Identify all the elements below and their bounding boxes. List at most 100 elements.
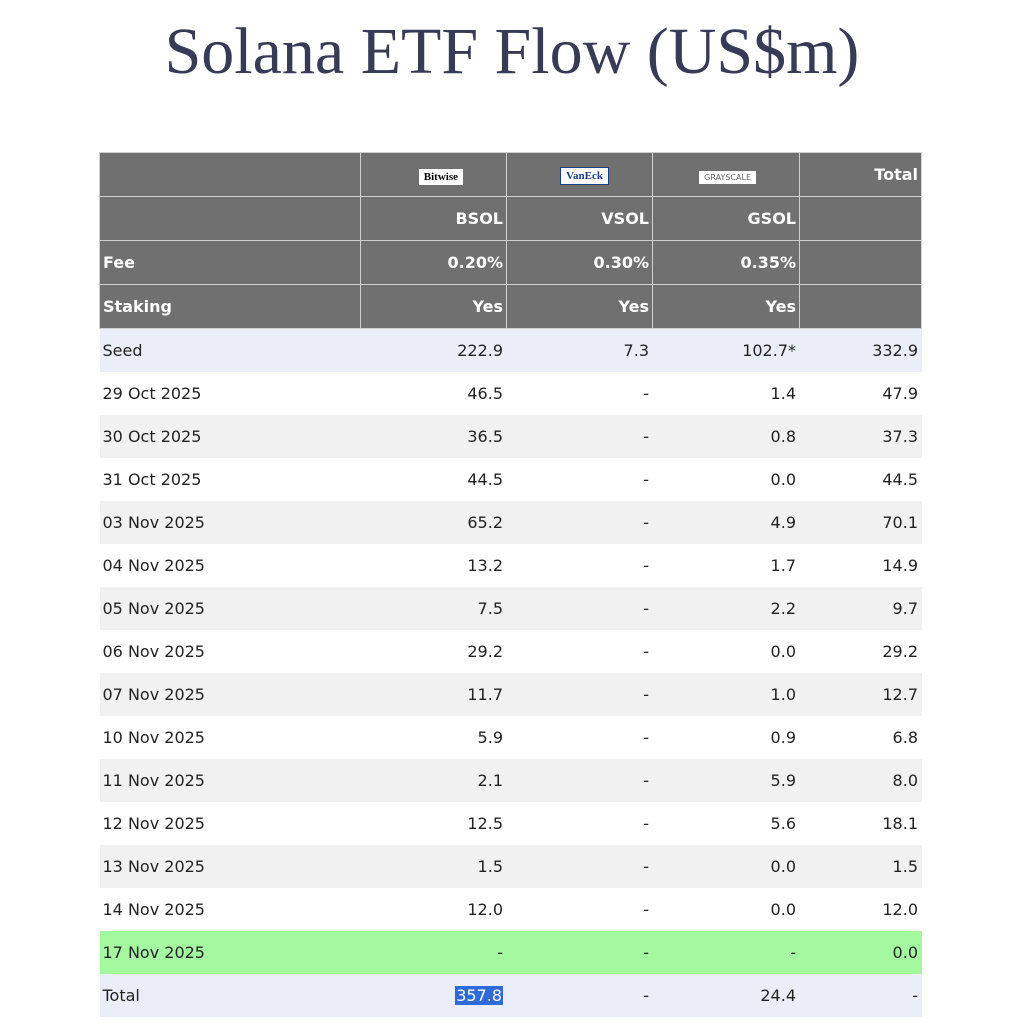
row-label: Total (99, 973, 361, 1017)
flow-value: 2.2 (652, 586, 800, 630)
row-date: 03 Nov 2025 (99, 500, 361, 544)
flow-value: 11.7 (360, 672, 507, 716)
flow-value: 12.0 (360, 887, 507, 931)
flow-value: 5.9 (360, 715, 507, 759)
row-date: 12 Nov 2025 (99, 801, 361, 845)
flow-value: 1.5 (799, 844, 922, 888)
total-value: 24.4 (652, 973, 800, 1017)
row-date: 04 Nov 2025 (99, 543, 361, 587)
flow-value: 0.0 (652, 887, 800, 931)
data-row: 03 Nov 2025 65.2-4.9 70.1 (99, 500, 922, 544)
flow-value: 14.9 (799, 543, 922, 587)
flow-value: 5.6 (652, 801, 800, 845)
header-value: Yes (506, 284, 653, 329)
flow-value: 0.9 (652, 715, 800, 759)
flow-value: 7.3 (506, 328, 653, 372)
flow-value: 46.5 (360, 371, 507, 415)
flow-value: - (506, 672, 653, 716)
row-date: 17 Nov 2025 (99, 930, 361, 974)
flow-value: 1.5 (360, 844, 507, 888)
row-date: 13 Nov 2025 (99, 844, 361, 888)
row-date: 14 Nov 2025 (99, 887, 361, 931)
row-date: Seed (99, 328, 361, 372)
flow-value: 0.8 (652, 414, 800, 458)
header-value: 0.20% (360, 240, 507, 285)
data-row: 14 Nov 2025 12.0-0.0 12.0 (99, 887, 922, 931)
row-date: 31 Oct 2025 (99, 457, 361, 501)
table-header: Bitwise VanEck GRAYSCALE Total BSOL VSOL GSOL F… (99, 152, 922, 329)
flow-value: 13.2 (360, 543, 507, 587)
ticker: BSOL (360, 196, 507, 241)
data-row: 12 Nov 2025 12.5-5.6 18.1 (99, 801, 922, 845)
row-date: 07 Nov 2025 (99, 672, 361, 716)
header-cell (99, 152, 361, 197)
flow-table: Bitwise VanEck GRAYSCALE Total BSOL VSOL GSOL F… (99, 152, 922, 1017)
total-value: - (506, 973, 653, 1017)
total-value: - (799, 973, 922, 1017)
header-cell: Bitwise (360, 152, 507, 197)
flow-value: - (506, 629, 653, 673)
flow-value: 6.8 (799, 715, 922, 759)
flow-value: - (506, 801, 653, 845)
data-row: 07 Nov 2025 11.7-1.0 12.7 (99, 672, 922, 716)
flow-value: 36.5 (360, 414, 507, 458)
row-date: 29 Oct 2025 (99, 371, 361, 415)
flow-value: 29.2 (799, 629, 922, 673)
flow-value: 47.9 (799, 371, 922, 415)
flow-value: - (506, 930, 653, 974)
flow-value: - (506, 371, 653, 415)
row-date: 30 Oct 2025 (99, 414, 361, 458)
header-value: 0.30% (506, 240, 653, 285)
data-row: 13 Nov 2025 1.5-0.0 1.5 (99, 844, 922, 888)
flow-value: - (360, 930, 507, 974)
header-value: Yes (360, 284, 507, 329)
ticker: GSOL (652, 196, 800, 241)
flow-value: - (506, 844, 653, 888)
flow-value: 1.7 (652, 543, 800, 587)
header-cell: Total (799, 152, 922, 197)
issuer-logo: GRAYSCALE (699, 171, 756, 184)
header-value: Yes (652, 284, 800, 329)
data-row: 05 Nov 2025 7.5-2.2 9.7 (99, 586, 922, 630)
row-date: 10 Nov 2025 (99, 715, 361, 759)
flow-value: - (506, 715, 653, 759)
flow-value: 0.0 (799, 930, 922, 974)
flow-value: - (506, 758, 653, 802)
data-row: 30 Oct 2025 36.5-0.8 37.3 (99, 414, 922, 458)
header-cell (799, 240, 922, 285)
data-row: 11 Nov 2025 2.1-5.9 8.0 (99, 758, 922, 802)
header-cell (99, 196, 361, 241)
fee-row: Fee 0.20% 0.30% 0.35% (99, 240, 922, 285)
ticker-row: BSOL VSOL GSOL (99, 196, 922, 241)
flow-value: - (506, 414, 653, 458)
issuer-logo: VanEck (560, 167, 609, 185)
issuer-logo: Bitwise (418, 168, 463, 185)
flow-value: - (506, 586, 653, 630)
flow-value: 9.7 (799, 586, 922, 630)
table-body: Seed 222.9 7.3 102.7* 332.9 29 Oct 2025 46.5-1… (99, 328, 922, 974)
flow-value: - (652, 930, 800, 974)
header-cell: GRAYSCALE (652, 152, 800, 197)
flow-value: - (506, 887, 653, 931)
data-row: 04 Nov 2025 13.2-1.7 14.9 (99, 543, 922, 587)
total-value: 357.8 (360, 973, 507, 1017)
row-date: 06 Nov 2025 (99, 629, 361, 673)
data-row: 31 Oct 2025 44.5-0.0 44.5 (99, 457, 922, 501)
row-date: 11 Nov 2025 (99, 758, 361, 802)
header-cell: VanEck (506, 152, 653, 197)
flow-value: 102.7* (652, 328, 800, 372)
flow-value: 5.9 (652, 758, 800, 802)
table-footer: Total 357.8-24.4- (99, 973, 922, 1017)
flow-value: - (506, 500, 653, 544)
data-row: 10 Nov 2025 5.9-0.9 6.8 (99, 715, 922, 759)
title: Solana ETF Flow (US$m) (164, 15, 860, 88)
selected-text: 357.8 (455, 985, 503, 1005)
flow-value: 12.7 (799, 672, 922, 716)
flow-value: 44.5 (799, 457, 922, 501)
header-cell (799, 284, 922, 329)
flow-value: 12.0 (799, 887, 922, 931)
flow-value: 29.2 (360, 629, 507, 673)
flow-value: 332.9 (799, 328, 922, 372)
data-row: Seed 222.9 7.3 102.7* 332.9 (99, 328, 922, 372)
